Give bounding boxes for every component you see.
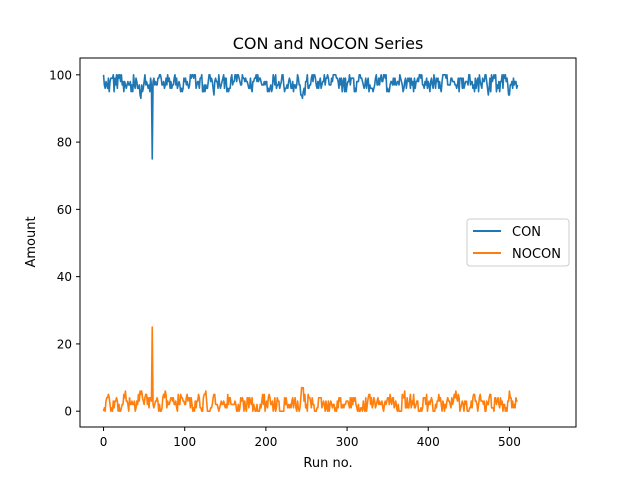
x-tick-label: 400 xyxy=(417,435,440,449)
plot-area xyxy=(79,57,577,428)
y-tick-label: 40 xyxy=(57,270,72,284)
y-axis: 0 20 40 60 80 100 xyxy=(49,68,80,419)
x-tick-label: 200 xyxy=(254,435,277,449)
x-axis: 0 100 200 300 400 500 xyxy=(100,427,521,449)
chart-title: CON and NOCON Series xyxy=(233,34,424,53)
y-tick-label: 20 xyxy=(57,337,72,351)
x-axis-label: Run no. xyxy=(303,456,352,471)
x-tick-label: 100 xyxy=(173,435,196,449)
y-tick-label: 0 xyxy=(64,405,72,419)
legend-label-con: CON xyxy=(512,225,541,240)
x-tick-label: 0 xyxy=(100,435,108,449)
series-line-con xyxy=(102,74,519,160)
y-axis-label: Amount xyxy=(24,216,39,267)
y-tick-label: 60 xyxy=(57,203,72,217)
x-tick-label: 300 xyxy=(336,435,359,449)
legend-label-nocon: NOCON xyxy=(512,247,561,262)
series-layer xyxy=(102,74,519,412)
axes-frame xyxy=(79,57,577,428)
series-line-nocon xyxy=(102,326,518,412)
x-tick-label: 500 xyxy=(498,435,521,449)
legend[interactable]: CON NOCON xyxy=(466,218,570,267)
y-tick-label: 80 xyxy=(57,136,72,150)
y-tick-label: 100 xyxy=(49,68,72,82)
